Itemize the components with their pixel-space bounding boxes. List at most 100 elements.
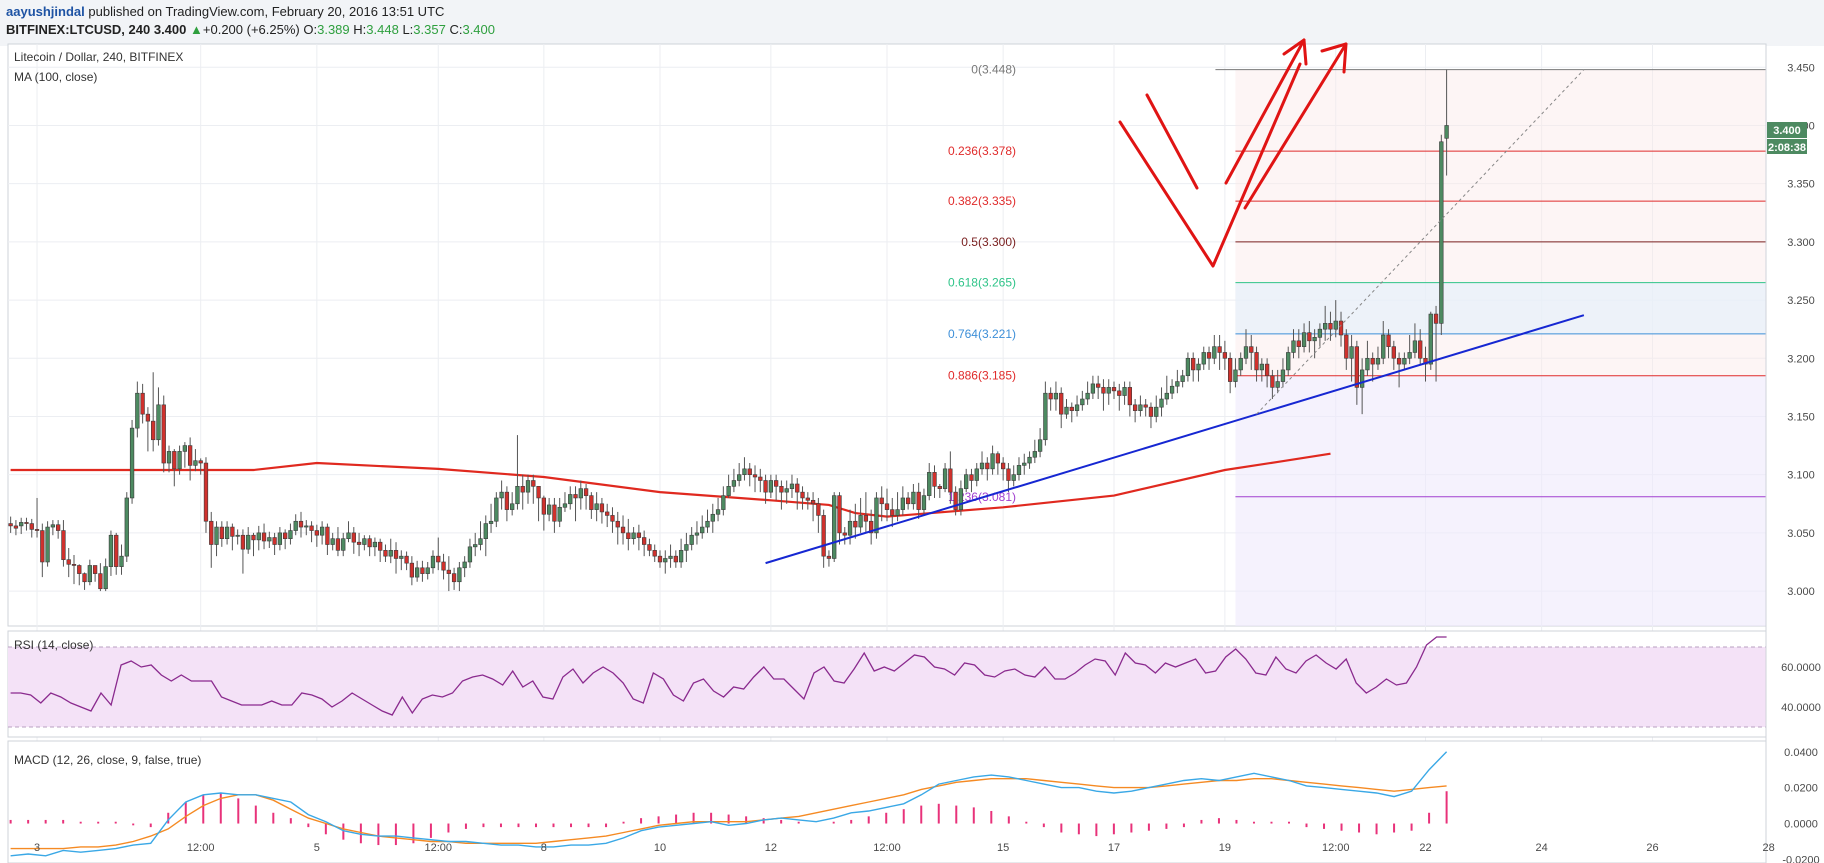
- candle-down[interactable]: [56, 520, 61, 539]
- candle-up[interactable]: [1016, 457, 1022, 481]
- candle-down[interactable]: [599, 497, 605, 524]
- candle-down[interactable]: [1000, 457, 1006, 481]
- candle-up[interactable]: [694, 521, 700, 545]
- candle-up[interactable]: [700, 515, 705, 539]
- candle-down[interactable]: [541, 495, 546, 531]
- price-pane[interactable]: 3.000 3.050 3.100 3.150 3.200 3.250 3.300 3.350…: [7, 38, 1815, 863]
- candle-up[interactable]: [895, 492, 900, 522]
- candle-up[interactable]: [246, 527, 251, 554]
- candle-down[interactable]: [642, 530, 647, 557]
- candle-down[interactable]: [752, 465, 758, 493]
- candle-up[interactable]: [1280, 358, 1286, 388]
- candle-down[interactable]: [367, 535, 372, 557]
- support-trendline[interactable]: [765, 314, 1585, 565]
- candle-down[interactable]: [520, 474, 525, 510]
- candle-down[interactable]: [404, 551, 409, 571]
- candle-down[interactable]: [356, 532, 362, 557]
- candle-up[interactable]: [1196, 358, 1201, 382]
- candle-up[interactable]: [668, 544, 673, 568]
- candle-up[interactable]: [87, 559, 92, 586]
- candle-up[interactable]: [900, 486, 905, 516]
- candle-up[interactable]: [684, 532, 689, 562]
- candle-down[interactable]: [795, 478, 800, 510]
- candle-up[interactable]: [1037, 428, 1043, 458]
- candle-up[interactable]: [235, 529, 240, 545]
- candle-up[interactable]: [1301, 323, 1307, 353]
- candle-up[interactable]: [1011, 465, 1016, 487]
- candle-down[interactable]: [272, 532, 277, 555]
- candle-down[interactable]: [240, 529, 246, 574]
- candle-up[interactable]: [546, 497, 552, 522]
- candle-up[interactable]: [483, 515, 488, 557]
- candle-down[interactable]: [1396, 352, 1402, 388]
- candle-up[interactable]: [721, 486, 726, 516]
- candle-down[interactable]: [747, 463, 752, 487]
- candle-up[interactable]: [330, 532, 335, 551]
- candle-down[interactable]: [810, 492, 816, 522]
- candle-up[interactable]: [784, 480, 789, 504]
- candle-up[interactable]: [1349, 335, 1354, 382]
- candle-down[interactable]: [77, 564, 82, 586]
- candle-up[interactable]: [1291, 329, 1296, 359]
- candle-up[interactable]: [594, 492, 599, 522]
- candle-down[interactable]: [937, 483, 942, 498]
- candle-up[interactable]: [430, 550, 436, 574]
- candle-down[interactable]: [1096, 375, 1101, 400]
- candle-up[interactable]: [108, 530, 114, 576]
- candle-up[interactable]: [525, 474, 531, 504]
- candle-up[interactable]: [927, 463, 932, 501]
- candle-up[interactable]: [1439, 134, 1444, 335]
- candle-down[interactable]: [145, 407, 151, 452]
- candle-down[interactable]: [451, 567, 457, 590]
- candle-up[interactable]: [1201, 346, 1206, 370]
- candle-up[interactable]: [1407, 335, 1412, 365]
- candle-down[interactable]: [773, 474, 779, 501]
- candle-up[interactable]: [1053, 381, 1059, 411]
- candle-down[interactable]: [34, 497, 40, 538]
- candle-down[interactable]: [504, 486, 510, 522]
- rsi-pane[interactable]: 40.0000 60.0000: [7, 630, 1821, 738]
- candle-down[interactable]: [626, 518, 631, 551]
- candle-up[interactable]: [256, 525, 261, 551]
- candle-down[interactable]: [615, 511, 620, 545]
- candle-up[interactable]: [457, 561, 462, 592]
- candle-up[interactable]: [958, 480, 964, 516]
- candle-down[interactable]: [647, 538, 652, 557]
- candle-down[interactable]: [1296, 329, 1301, 359]
- candle-up[interactable]: [277, 527, 283, 551]
- candle-down[interactable]: [953, 486, 958, 516]
- candle-up[interactable]: [119, 544, 124, 575]
- candle-down[interactable]: [1370, 352, 1375, 382]
- candle-down[interactable]: [1264, 358, 1270, 388]
- candle-up[interactable]: [1169, 379, 1175, 400]
- candle-down[interactable]: [13, 520, 19, 536]
- candle-up[interactable]: [1032, 439, 1037, 464]
- candle-up[interactable]: [1243, 329, 1249, 365]
- candle-down[interactable]: [71, 554, 77, 585]
- candle-up[interactable]: [1085, 381, 1090, 405]
- candle-down[interactable]: [969, 468, 974, 493]
- candle-up[interactable]: [1402, 352, 1407, 370]
- candle-down[interactable]: [351, 527, 356, 554]
- candle-down[interactable]: [261, 523, 267, 550]
- candle-up[interactable]: [1233, 358, 1238, 388]
- candle-down[interactable]: [325, 523, 330, 555]
- candle-down[interactable]: [1217, 335, 1222, 370]
- candle-down[interactable]: [1101, 379, 1106, 411]
- candle-down[interactable]: [869, 509, 874, 545]
- candle-up[interactable]: [1175, 369, 1180, 394]
- candle-down[interactable]: [298, 511, 304, 538]
- candle-up[interactable]: [510, 492, 515, 516]
- candle-down[interactable]: [172, 449, 177, 487]
- candle-up[interactable]: [1138, 395, 1143, 417]
- candle-up[interactable]: [689, 527, 694, 551]
- candle-up[interactable]: [1381, 321, 1386, 365]
- candle-down[interactable]: [531, 474, 536, 504]
- candle-down[interactable]: [335, 527, 341, 557]
- candle-down[interactable]: [66, 548, 71, 578]
- candle-down[interactable]: [203, 457, 209, 533]
- candle-up[interactable]: [768, 474, 774, 498]
- candle-up[interactable]: [156, 387, 161, 446]
- candle-up[interactable]: [388, 538, 393, 564]
